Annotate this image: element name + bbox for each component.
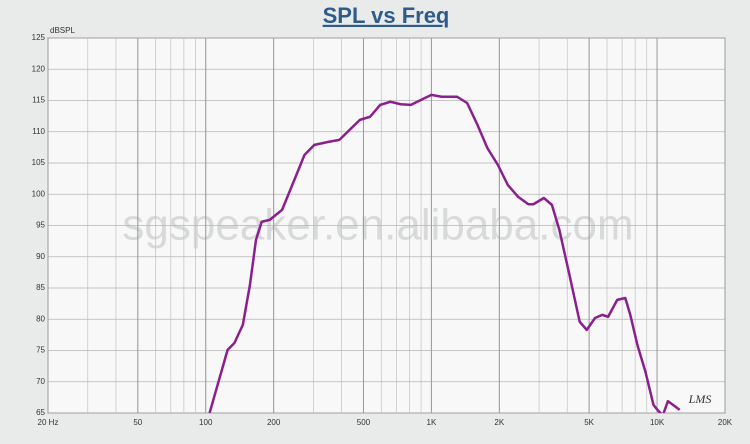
x-tick-label: 200 bbox=[267, 418, 281, 427]
y-tick-label: 120 bbox=[32, 64, 46, 73]
x-tick-label: 100 bbox=[199, 418, 213, 427]
x-tick-label: 2K bbox=[494, 418, 504, 427]
x-tick-label: 20K bbox=[718, 418, 733, 427]
y-tick-label: 100 bbox=[32, 189, 46, 198]
x-tick-label: 1K bbox=[427, 418, 437, 427]
x-tick-label: 500 bbox=[357, 418, 371, 427]
y-tick-label: 95 bbox=[36, 221, 45, 230]
y-tick-label: 75 bbox=[36, 346, 45, 355]
x-tick-label: 10K bbox=[650, 418, 665, 427]
y-axis-label: dBSPL bbox=[50, 26, 75, 35]
y-tick-label: 65 bbox=[36, 408, 45, 417]
y-tick-label: 105 bbox=[32, 158, 46, 167]
y-tick-label: 90 bbox=[36, 252, 45, 261]
y-tick-label: 70 bbox=[36, 377, 45, 386]
y-tick-label: 125 bbox=[32, 33, 46, 42]
y-tick-label: 80 bbox=[36, 314, 45, 323]
x-tick-label: 50 bbox=[133, 418, 142, 427]
x-tick-label: 5K bbox=[584, 418, 594, 427]
plot-clip bbox=[208, 93, 681, 413]
spl-line bbox=[208, 93, 681, 413]
y-tick-label: 110 bbox=[32, 127, 45, 136]
chart-title: SPL vs Freq bbox=[323, 3, 450, 28]
y-tick-label: 85 bbox=[36, 283, 45, 292]
logo: LMS bbox=[688, 392, 712, 406]
y-tick-label: 115 bbox=[32, 96, 45, 105]
x-tick-label: 20 Hz bbox=[38, 418, 59, 427]
